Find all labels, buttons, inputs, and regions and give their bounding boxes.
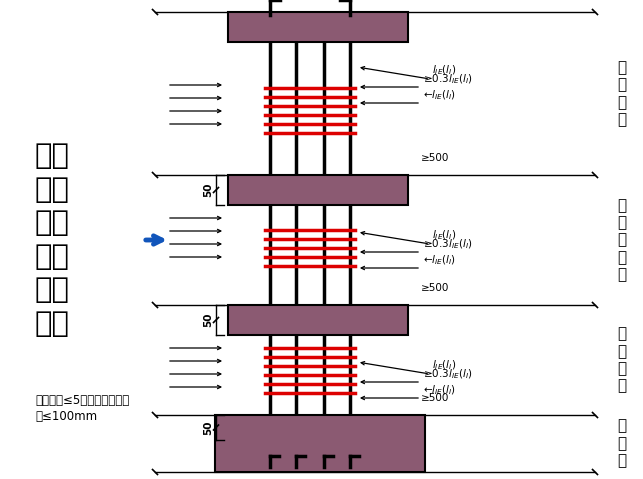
Text: 且≤100mm: 且≤100mm [35, 410, 97, 422]
Text: ≥500: ≥500 [421, 393, 449, 403]
Text: ←$l_{IE}$($l_I$): ←$l_{IE}$($l_I$) [423, 383, 456, 397]
Text: 筼筋间距≤5倍纵筋最小直径: 筼筋间距≤5倍纵筋最小直径 [35, 394, 129, 407]
Bar [228, 305, 408, 335]
Text: 纵筋
绑扎
连接
时筼
筋的
设置: 纵筋 绑扎 连接 时筼 筋的 设置 [35, 142, 69, 338]
Text: 顶
层
层
高: 顶 层 层 高 [617, 60, 626, 127]
Text: ←$l_{IE}$($l_I$): ←$l_{IE}$($l_I$) [423, 89, 456, 102]
Text: $l_{IE}$($l_I$): $l_{IE}$($l_I$) [432, 63, 457, 77]
Text: ≥500: ≥500 [421, 283, 449, 293]
Bar [228, 175, 408, 205]
Text: ≥500: ≥500 [421, 153, 449, 163]
Text: 50: 50 [203, 313, 213, 327]
Text: ≥0.3$l_{IE}$($l_I$): ≥0.3$l_{IE}$($l_I$) [423, 238, 473, 251]
Text: ≥0.3$l_{IE}$($l_I$): ≥0.3$l_{IE}$($l_I$) [423, 367, 473, 381]
Text: 50: 50 [203, 420, 213, 435]
Text: 50: 50 [203, 183, 213, 197]
Text: 首
层
层
高: 首 层 层 高 [617, 326, 626, 394]
Text: $l_{IE}$($l_I$): $l_{IE}$($l_I$) [432, 358, 457, 372]
Text: 基
础
高: 基 础 高 [617, 419, 626, 468]
Text: $l_{IE}$($l_I$): $l_{IE}$($l_I$) [432, 228, 457, 242]
Text: ≥0.3$l_{IE}$($l_I$): ≥0.3$l_{IE}$($l_I$) [423, 72, 473, 86]
Bar [228, 12, 408, 42]
Text: 中
间
层
层
高: 中 间 层 层 高 [617, 198, 626, 282]
Text: ←$l_{IE}$($l_I$): ←$l_{IE}$($l_I$) [423, 253, 456, 267]
Bar [215, 415, 425, 472]
